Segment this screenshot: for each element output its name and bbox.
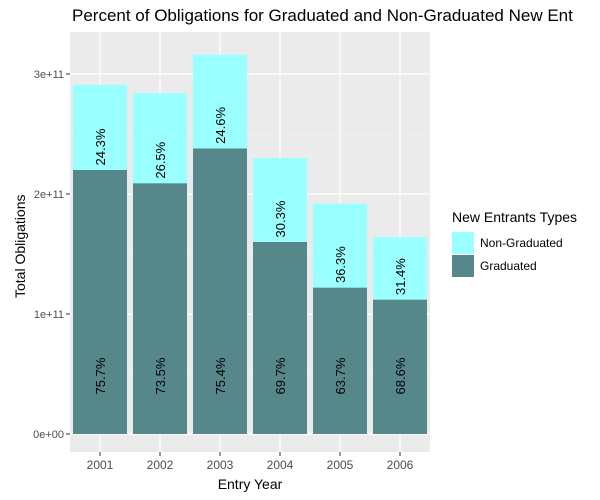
data-label-non-graduated: 24.3% <box>93 128 108 165</box>
data-label-graduated: 73.5% <box>153 357 168 394</box>
data-label-non-graduated: 24.6% <box>213 107 228 144</box>
data-label-graduated: 75.7% <box>93 357 108 394</box>
legend-key-graduated <box>452 254 474 277</box>
x-tick-label: 2005 <box>327 458 354 472</box>
data-label-graduated: 68.6% <box>393 357 408 394</box>
bar-graduated <box>133 183 187 434</box>
bar-non-graduated <box>253 158 307 242</box>
legend-key-non-graduated <box>452 231 474 254</box>
data-label-graduated: 63.7% <box>333 357 348 394</box>
bar-non-graduated <box>73 84 127 170</box>
y-tick-label: 0e+00 <box>33 429 64 441</box>
legend-item-non-graduated: Non-Graduated <box>452 231 577 254</box>
x-tick-label: 2001 <box>87 458 114 472</box>
data-label-non-graduated: 30.3% <box>273 200 288 237</box>
y-tick-label: 2e+11 <box>34 189 64 201</box>
bar-non-graduated <box>193 54 247 149</box>
bar-non-graduated <box>133 93 187 184</box>
bar-graduated <box>73 170 127 434</box>
bar-graduated <box>373 299 427 434</box>
x-tick-label: 2006 <box>387 458 414 472</box>
data-label-non-graduated: 26.5% <box>153 141 168 178</box>
y-tick-label: 1e+11 <box>34 309 64 321</box>
legend-label-graduated: Graduated <box>480 258 537 273</box>
data-label-graduated: 69.7% <box>273 357 288 394</box>
legend-label-non-graduated: Non-Graduated <box>480 235 563 250</box>
legend: New Entrants Types Non-Graduated Graduat… <box>452 209 577 277</box>
legend-item-graduated: Graduated <box>452 254 577 277</box>
y-tick-label: 3e+11 <box>34 69 64 81</box>
bar-non-graduated <box>313 203 367 288</box>
bar-non-graduated <box>373 237 427 300</box>
chart-title: Percent of Obligations for Graduated and… <box>72 6 573 25</box>
panel-background <box>70 32 430 452</box>
data-label-non-graduated: 31.4% <box>393 258 408 295</box>
legend-title: New Entrants Types <box>452 209 578 225</box>
y-axis-title: Total Obligations <box>12 194 28 298</box>
data-label-non-graduated: 36.3% <box>333 246 348 283</box>
x-axis-title-text: Entry Year <box>217 476 283 492</box>
x-tick-label: 2004 <box>267 458 294 472</box>
x-tick-label: 2002 <box>147 458 174 472</box>
data-label-graduated: 75.4% <box>213 357 228 394</box>
bar-graduated <box>193 148 247 434</box>
bar-graduated <box>313 287 367 434</box>
bar-graduated <box>253 242 307 434</box>
x-tick-label: 2003 <box>207 458 234 472</box>
